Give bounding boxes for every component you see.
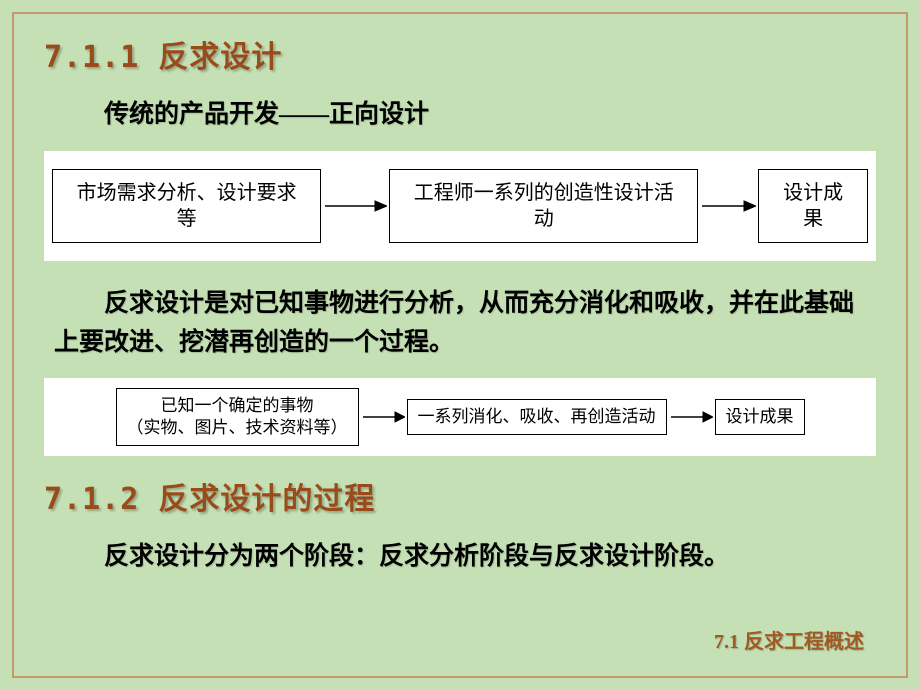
paragraph-2: 反求设计是对已知事物进行分析，从而充分消化和吸收，并在此基础上要改进、挖潜再创造…: [54, 285, 866, 363]
flow1-node-3: 设计成果: [758, 169, 868, 243]
paragraph-1: 传统的产品开发——正向设计: [54, 96, 866, 135]
arrow-icon: [361, 409, 405, 425]
flowchart-forward-design: 市场需求分析、设计要求等 工程师一系列的创造性设计活动 设计成果: [44, 151, 876, 261]
flowchart-reverse-design: 已知一个确定的事物 （实物、图片、技术资料等） 一系列消化、吸收、再创造活动 设…: [44, 378, 876, 456]
flow1-node-2: 工程师一系列的创造性设计活动: [389, 169, 698, 243]
paragraph-3: 反求设计分为两个阶段：反求分析阶段与反求设计阶段。: [54, 538, 866, 577]
section-heading-1: 7.1.1 反求设计: [44, 32, 876, 76]
section-heading-2: 7.1.2 反求设计的过程: [44, 474, 876, 518]
flow2-node-3: 设计成果: [715, 399, 805, 435]
slide-frame: 7.1.1 反求设计 传统的产品开发——正向设计 市场需求分析、设计要求等 工程…: [12, 12, 908, 678]
arrow-icon: [700, 196, 756, 216]
flow1-node-1: 市场需求分析、设计要求等: [52, 169, 321, 243]
arrow-icon: [323, 196, 387, 216]
arrow-icon: [669, 409, 713, 425]
flow2-node-1: 已知一个确定的事物 （实物、图片、技术资料等）: [116, 388, 359, 446]
footer-breadcrumb: 7.1 反求工程概述: [714, 625, 864, 654]
flow2-node-2: 一系列消化、吸收、再创造活动: [407, 399, 667, 435]
